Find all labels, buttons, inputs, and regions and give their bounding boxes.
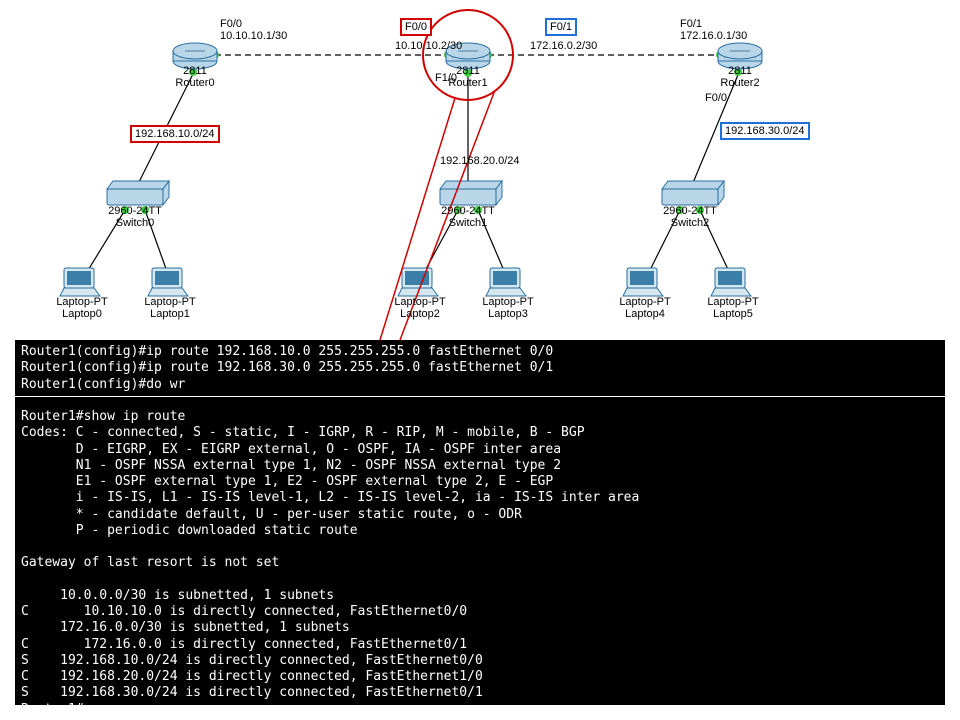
laptop-label: Laptop-PTLaptop4 [613,296,677,320]
ip-label: F0/1 [680,18,702,30]
ip-label: 192.168.10.0/24 [130,125,220,143]
ip-label: F0/1 [545,18,577,36]
switch-label: 2960-24TTSwitch2 [655,205,725,229]
ip-label: 192.168.30.0/24 [720,122,810,140]
ip-label: F0/0 [400,18,432,36]
ip-label: 172.16.0.1/30 [680,30,747,42]
ip-label: F1/0 [435,72,457,84]
ip-label: 10.10.10.2/30 [395,40,462,52]
ip-label: F0/0 [220,18,242,30]
topology-svg [0,0,960,340]
router-label: 2811Router2 [710,65,770,89]
laptop-label: Laptop-PTLaptop0 [50,296,114,320]
ip-label: F0/0 [705,92,727,104]
laptop-label: Laptop-PTLaptop3 [476,296,540,320]
router-label: 2811Router0 [165,65,225,89]
router-cli-terminal: Router1(config)#ip route 192.168.10.0 25… [15,340,945,705]
ip-label: 172.16.0.2/30 [530,40,597,52]
laptop-label: Laptop-PTLaptop2 [388,296,452,320]
switch-label: 2960-24TTSwitch1 [433,205,503,229]
ip-label: 192.168.20.0/24 [440,155,520,167]
network-topology-diagram: 2811Router02811Router12811Router22960-24… [0,0,960,340]
ip-label: 10.10.10.1/30 [220,30,287,42]
laptop-label: Laptop-PTLaptop1 [138,296,202,320]
laptop-label: Laptop-PTLaptop5 [701,296,765,320]
switch-label: 2960-24TTSwitch0 [100,205,170,229]
